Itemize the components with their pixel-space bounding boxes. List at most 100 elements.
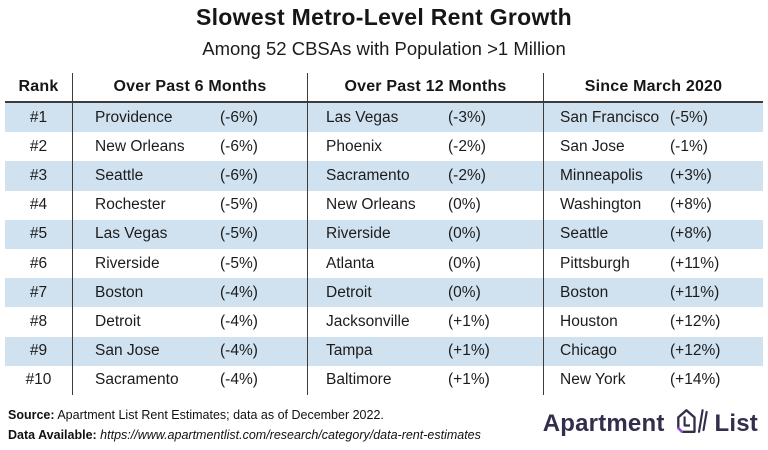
rank-label: #1 — [29, 108, 48, 126]
metro-change: (-5%) — [670, 108, 708, 126]
metro-cell-6mo: Riverside (-5%) — [73, 248, 308, 279]
metro-cell-12mo: Detroit (0%) — [308, 278, 544, 308]
table-row: #9 San Jose (-4%) Tampa (+1%) Chicago (+… — [5, 336, 763, 366]
table-row: #10 Sacramento (-4%) Baltimore (+1%) New… — [5, 365, 763, 395]
metro-cell-6mo: Boston (-4%) — [73, 278, 308, 308]
footer: Source: Apartment List Rent Estimates; d… — [8, 405, 758, 445]
rank-cell: #6 — [5, 248, 73, 279]
metro-change: (+8%) — [670, 196, 712, 214]
metro-cell-since-2020: Seattle (+8%) — [544, 220, 763, 249]
metro-name: Washington — [560, 196, 642, 214]
metro-name: Minneapolis — [560, 166, 643, 184]
metro-name: Detroit — [95, 312, 141, 330]
table-row: #4 Rochester (-5%) New Orleans (0%) Wash… — [5, 190, 763, 220]
source-text: Apartment List Rent Estimates; data as o… — [54, 408, 384, 422]
table-body: #1 Providence (-6%) Las Vegas (-3%) San … — [5, 103, 763, 395]
metro-change: (-4%) — [220, 312, 258, 330]
metro-change: (-6%) — [220, 166, 258, 184]
col-header-6mo: Over Past 6 Months — [73, 73, 308, 101]
metro-change: (+8%) — [670, 225, 712, 243]
metro-name: Sacramento — [326, 166, 410, 184]
metro-change: (+3%) — [670, 166, 712, 184]
metro-name: Pittsburgh — [560, 254, 630, 272]
metro-cell-since-2020: Minneapolis (+3%) — [544, 161, 763, 190]
rank-cell: #8 — [5, 307, 73, 337]
metro-name: Seattle — [95, 166, 144, 184]
apartment-list-logo: Apartment List — [543, 405, 758, 445]
logo-word-list: List — [714, 409, 758, 437]
page-title: Slowest Metro-Level Rent Growth — [195, 4, 573, 30]
rank-cell: #4 — [5, 190, 73, 220]
metro-name: Jacksonville — [326, 312, 410, 330]
metro-name: Phoenix — [326, 137, 383, 155]
metro-change: (0%) — [448, 225, 481, 243]
data-available-label: Data Available: — [8, 428, 97, 442]
metro-cell-since-2020: Chicago (+12%) — [544, 337, 763, 366]
table-row: #5 Las Vegas (-5%) Riverside (0%) Seattl… — [5, 219, 763, 249]
metro-cell-since-2020: New York (+14%) — [544, 366, 763, 395]
metro-cell-since-2020: Houston (+12%) — [544, 307, 763, 336]
metro-cell-12mo: Tampa (+1%) — [308, 336, 544, 366]
metro-change: (-6%) — [220, 137, 258, 155]
metro-cell-12mo: New Orleans (0%) — [308, 190, 544, 220]
table-row: #6 Riverside (-5%) Atlanta (0%) Pittsbur… — [5, 248, 763, 279]
metro-change: (-4%) — [220, 342, 258, 360]
metro-change: (+11%) — [670, 254, 720, 272]
metro-change: (-5%) — [220, 225, 258, 243]
page-subtitle: Among 52 CBSAs with Population >1 Millio… — [202, 38, 566, 59]
metro-change: (+1%) — [448, 312, 490, 330]
metro-cell-since-2020: Washington (+8%) — [544, 191, 763, 220]
metro-change: (+12%) — [670, 342, 721, 360]
metro-cell-since-2020: San Jose (-1%) — [544, 132, 763, 161]
metro-name: New Orleans — [95, 137, 185, 155]
metro-change: (+11%) — [670, 283, 720, 301]
metro-cell-6mo: Sacramento (-4%) — [73, 365, 308, 395]
rank-label: #2 — [29, 137, 48, 155]
source-note: Source: Apartment List Rent Estimates; d… — [8, 405, 481, 445]
data-available-line: Data Available: https://www.apartmentlis… — [8, 425, 481, 445]
rank-cell: #7 — [5, 278, 73, 308]
rank-label: #3 — [29, 166, 48, 184]
data-available-url: https://www.apartmentlist.com/research/c… — [96, 428, 481, 442]
metro-change: (0%) — [448, 283, 481, 301]
metro-name: Rochester — [95, 196, 166, 214]
table-row: #1 Providence (-6%) Las Vegas (-3%) San … — [5, 103, 763, 133]
rank-label: #9 — [29, 342, 48, 360]
metro-name: San Jose — [95, 342, 160, 360]
table-row: #3 Seattle (-6%) Sacramento (-2%) Minnea… — [5, 161, 763, 191]
metro-cell-6mo: Seattle (-6%) — [73, 161, 308, 191]
apartment-list-house-icon — [672, 405, 708, 442]
metro-name: Atlanta — [326, 254, 375, 272]
metro-cell-6mo: Providence (-6%) — [73, 103, 308, 133]
metro-name: New Orleans — [326, 196, 416, 214]
metro-name: Boston — [560, 283, 609, 301]
metro-change: (+12%) — [670, 312, 721, 330]
metro-change: (+1%) — [448, 342, 490, 360]
metro-name: Houston — [560, 312, 618, 330]
metro-change: (-3%) — [448, 108, 486, 126]
metro-name: San Jose — [560, 137, 625, 155]
metro-name: Las Vegas — [326, 108, 399, 126]
rank-label: #8 — [29, 312, 48, 330]
metro-cell-12mo: Jacksonville (+1%) — [308, 307, 544, 337]
metro-cell-12mo: Sacramento (-2%) — [308, 161, 544, 191]
rank-label: #10 — [25, 371, 52, 389]
metro-cell-6mo: Rochester (-5%) — [73, 190, 308, 220]
metro-cell-12mo: Riverside (0%) — [308, 219, 544, 249]
col-header-12mo: Over Past 12 Months — [308, 73, 544, 101]
rank-label: #4 — [29, 196, 48, 214]
metro-change: (-1%) — [670, 137, 708, 155]
metro-name: Tampa — [326, 342, 373, 360]
metro-name: Sacramento — [95, 371, 179, 389]
logo-word-apartment: Apartment — [542, 409, 665, 437]
metro-change: (-6%) — [220, 108, 258, 126]
metro-cell-6mo: Detroit (-4%) — [73, 307, 308, 337]
metro-name: Riverside — [326, 225, 391, 243]
metro-change: (-2%) — [448, 166, 486, 184]
rank-cell: #5 — [5, 219, 73, 249]
table-header-row: Rank Over Past 6 Months Over Past 12 Mon… — [5, 73, 763, 103]
metro-change: (0%) — [448, 196, 481, 214]
table-row: #7 Boston (-4%) Detroit (0%) Boston (+11… — [5, 278, 763, 308]
metro-cell-6mo: New Orleans (-6%) — [73, 132, 308, 162]
